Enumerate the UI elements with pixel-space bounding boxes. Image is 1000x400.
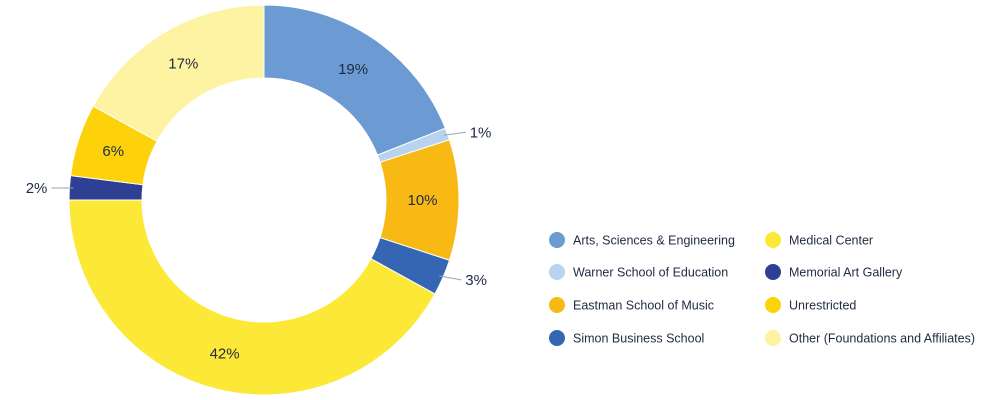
leader-line-simon-business-school	[439, 275, 462, 281]
legend-label: Warner School of Education	[573, 266, 728, 280]
leader-lines	[51, 131, 466, 281]
legend-item-medical-center: Medical Center	[765, 232, 873, 248]
legend-item-other-foundations-and-affiliates: Other (Foundations and Affiliates)	[765, 330, 975, 346]
legend-swatch	[765, 264, 781, 280]
data-label-medical-center: 42%	[210, 346, 240, 363]
legend-item-warner-school-of-education: Warner School of Education	[549, 264, 728, 280]
data-label-memorial-art-gallery: 2%	[26, 180, 48, 197]
donut-slices	[68, 4, 460, 396]
legend-item-arts-sciences-engineering: Arts, Sciences & Engineering	[549, 232, 735, 248]
data-label-simon-business-school: 3%	[465, 272, 487, 289]
legend-swatch	[765, 330, 781, 346]
data-label-warner-school-of-education: 1%	[470, 124, 492, 141]
legend-label: Arts, Sciences & Engineering	[573, 234, 735, 248]
slice-other-foundations-and-affiliates	[92, 4, 265, 142]
legend-item-eastman-school-of-music: Eastman School of Music	[549, 297, 714, 313]
legend-swatch	[765, 297, 781, 313]
legend-swatch	[549, 232, 565, 248]
legend-swatch	[549, 264, 565, 280]
data-label-eastman-school-of-music: 10%	[407, 192, 437, 209]
data-label-arts-sciences-engineering: 19%	[338, 61, 368, 78]
legend-swatch	[765, 232, 781, 248]
leader-line-warner-school-of-education	[443, 131, 466, 136]
legend-label: Memorial Art Gallery	[789, 266, 903, 280]
slice-medical-center	[68, 199, 436, 396]
legend-label: Simon Business School	[573, 332, 704, 346]
legend-swatch	[549, 297, 565, 313]
legend-label: Eastman School of Music	[573, 299, 714, 313]
legend-label: Medical Center	[789, 234, 873, 248]
data-label-other-foundations-and-affiliates: 17%	[168, 56, 198, 73]
legend-label: Other (Foundations and Affiliates)	[789, 332, 975, 346]
legend: Arts, Sciences & Engineering Medical Cent…	[549, 232, 975, 346]
slice-arts-sciences-engineering	[263, 4, 446, 156]
data-label-unrestricted: 6%	[102, 143, 124, 160]
legend-swatch	[549, 330, 565, 346]
legend-item-simon-business-school: Simon Business School	[549, 330, 704, 346]
data-labels: 19% 1% 10% 3% 42% 2% 6% 17%	[26, 56, 492, 363]
legend-item-unrestricted: Unrestricted	[765, 297, 856, 313]
legend-item-memorial-art-gallery: Memorial Art Gallery	[765, 264, 903, 280]
legend-label: Unrestricted	[789, 299, 856, 313]
